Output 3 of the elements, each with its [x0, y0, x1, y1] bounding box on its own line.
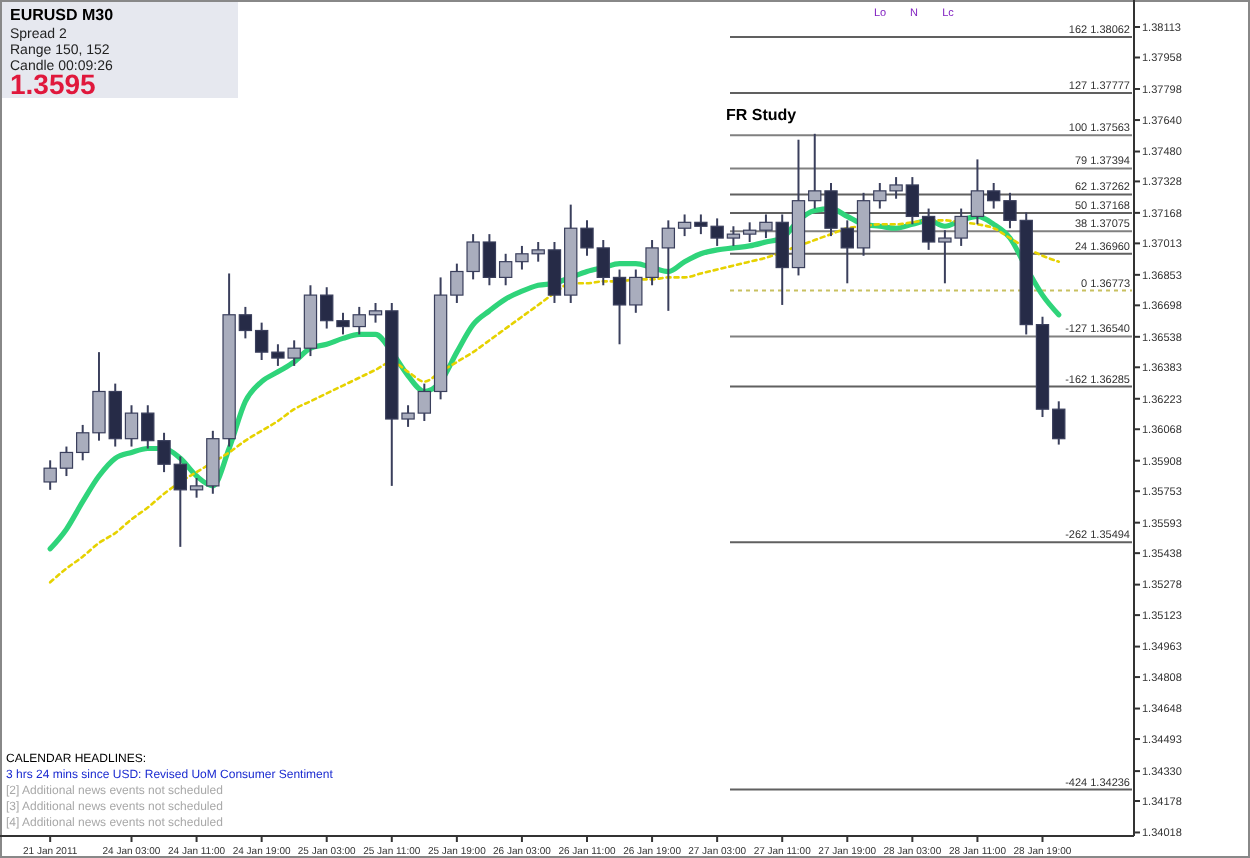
annotation: 1.3595 [10, 68, 97, 100]
chart-title: EURUSD M30 [10, 6, 115, 24]
annotation: FR Study [726, 106, 798, 124]
